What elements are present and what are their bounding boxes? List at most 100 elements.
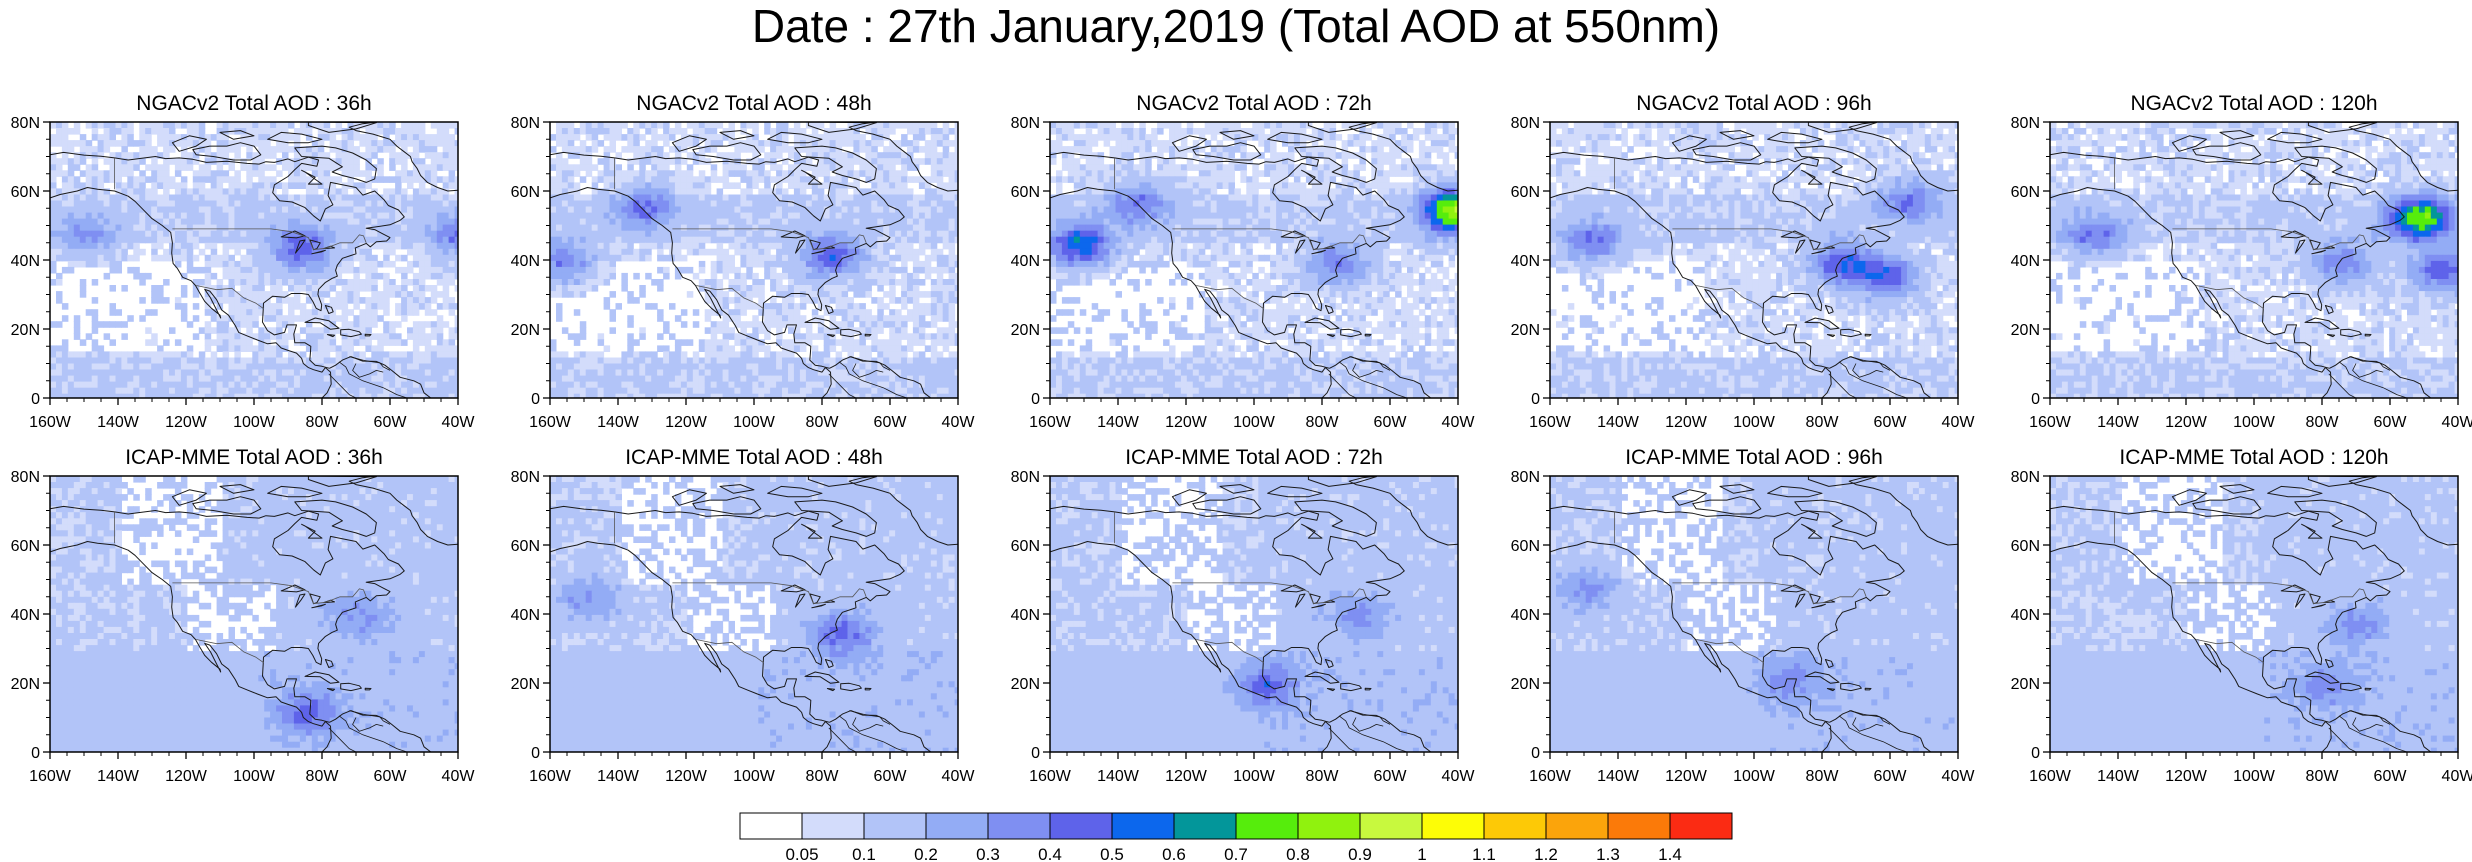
borders [614,511,867,663]
colorbar-swatch [1297,812,1361,840]
lon-tick-label: 120W [1165,768,1208,785]
lon-tick-label: 80W [1806,768,1840,785]
lon-tick-label: 60W [1874,768,1908,785]
lat-tick-label: 40N [511,607,540,624]
lon-tick-label: 80W [2306,414,2340,431]
lon-tick-label: 80W [806,414,840,431]
map-svg: 80N 60N 40N 20N 0 160W 140W 120W 100W 80W 60W 40W [511,469,976,785]
map-panel: NGACv2 Total AOD : 120h 80N 60N 40N 20N 0 160W… [2000,92,2472,432]
lat-tick-label: 40N [2011,607,2040,624]
lon-tick-label: 160W [29,768,72,785]
colorbar-swatch [1607,812,1671,840]
lon-tick-label: 120W [665,768,708,785]
lon-tick-label: 120W [1665,768,1708,785]
colorbar-label: 1.4 [1658,845,1682,862]
lat-tick-label: 60N [1511,538,1540,555]
lon-tick-label: 100W [1733,768,1776,785]
aod-field [550,476,958,752]
lon-tick-label: 80W [1806,414,1840,431]
colorbar-label: 0.6 [1162,845,1186,862]
lon-tick-label: 120W [2165,768,2208,785]
panel-title: ICAP-MME Total AOD : 36h [50,446,458,470]
lat-tick-label: 0 [31,745,40,762]
map-svg: 80N 60N 40N 20N 0 160W 140W 120W 100W 80W 60W 40W [1511,469,1976,785]
map-panel: ICAP-MME Total AOD : 36h 80N 60N 40N 20N 0 160… [0,446,476,786]
lat-tick-label: 0 [1031,391,1040,408]
borders [614,157,867,309]
lat-tick-label: 80N [1011,115,1040,132]
lat-tick-label: 60N [2011,184,2040,201]
lon-tick-label: 60W [2374,768,2408,785]
lat-tick-label: 40N [511,253,540,270]
map-panel: ICAP-MME Total AOD : 72h 80N 60N 40N 20N 0 160… [1000,446,1476,786]
aod-field [1550,122,1958,398]
colorbar-label: 0.9 [1348,845,1372,862]
lon-tick-label: 160W [529,768,572,785]
lat-tick-label: 80N [1511,469,1540,486]
lon-tick-label: 160W [29,414,72,431]
aod-field [550,122,958,398]
colorbar: 0.05 0.1 0.2 0.3 0.4 0.5 0.6 0.7 0.8 0.9 1 1.1 1.2 1.… [739,812,1733,862]
lon-tick-label: 140W [2097,414,2140,431]
lon-tick-label: 80W [806,768,840,785]
lon-tick-label: 120W [665,414,708,431]
aod-field [2050,122,2458,398]
lon-tick-label: 40W [1442,414,1476,431]
colorbar-swatch [1111,812,1175,840]
borders [1114,157,1367,309]
coastlines [550,122,958,398]
lat-tick-label: 40N [1511,607,1540,624]
lat-tick-label: 80N [1511,115,1540,132]
lat-tick-label: 0 [1031,745,1040,762]
lon-tick-label: 160W [1029,768,1072,785]
lat-tick-label: 0 [2031,391,2040,408]
lon-tick-label: 100W [1233,414,1276,431]
lat-tick-label: 60N [2011,538,2040,555]
lon-tick-label: 160W [1529,768,1572,785]
lat-tick-label: 40N [1011,253,1040,270]
lon-tick-label: 120W [1665,414,1708,431]
lon-tick-label: 100W [1733,414,1776,431]
lat-tick-label: 40N [1011,607,1040,624]
lon-tick-label: 160W [2029,414,2072,431]
colorbar-swatch [1669,812,1733,840]
lon-tick-label: 40W [1442,768,1476,785]
lat-tick-label: 20N [11,676,40,693]
coastlines [50,476,458,752]
map-panel: NGACv2 Total AOD : 96h 80N 60N 40N 20N 0 160W 1… [1500,92,1976,432]
lat-tick-label: 0 [531,745,540,762]
lat-tick-label: 20N [2011,676,2040,693]
map-panel: NGACv2 Total AOD : 36h 80N 60N 40N 20N 0 160W 1… [0,92,476,432]
borders [2114,157,2367,309]
lon-tick-label: 100W [233,768,276,785]
lon-tick-label: 100W [2233,768,2276,785]
lon-tick-label: 60W [374,768,408,785]
lon-tick-label: 100W [1233,768,1276,785]
lat-tick-label: 0 [1531,745,1540,762]
lon-tick-label: 100W [733,768,776,785]
lon-tick-label: 60W [1374,414,1408,431]
map-panel: ICAP-MME Total AOD : 120h 80N 60N 40N 20N 0 16… [2000,446,2472,786]
lon-tick-label: 60W [874,414,908,431]
colorbar-label: 1.1 [1472,845,1496,862]
colorbar-swatch [1359,812,1423,840]
colorbar-swatch [1483,812,1547,840]
coastlines [1050,476,1458,752]
main-title: Date : 27th January,2019 (Total AOD at 5… [0,0,2472,54]
panel-title: NGACv2 Total AOD : 36h [50,92,458,116]
lat-tick-label: 20N [11,322,40,339]
panel-title: NGACv2 Total AOD : 120h [2050,92,2458,116]
map-svg: 80N 60N 40N 20N 0 160W 140W 120W 100W 80W 60W 40W [1011,115,1476,431]
lon-tick-label: 80W [306,414,340,431]
panel-title: NGACv2 Total AOD : 48h [550,92,958,116]
lon-tick-label: 120W [165,414,208,431]
aod-field [1550,476,1958,752]
coastlines [1550,476,1958,752]
map-svg: 80N 60N 40N 20N 0 160W 140W 120W 100W 80W 60W 40W [11,115,476,431]
colorbar-label: 1.2 [1534,845,1558,862]
lat-tick-label: 80N [511,115,540,132]
colorbar-swatch [1235,812,1299,840]
coastlines [550,476,958,752]
lon-tick-label: 40W [442,768,476,785]
lat-tick-label: 80N [2011,115,2040,132]
